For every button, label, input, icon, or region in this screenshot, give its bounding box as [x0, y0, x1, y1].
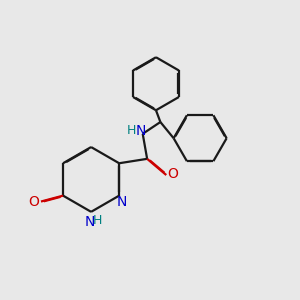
Text: H: H: [127, 124, 136, 137]
Text: O: O: [167, 167, 178, 181]
Text: N: N: [85, 215, 95, 229]
Text: N: N: [136, 124, 146, 138]
Text: O: O: [28, 194, 39, 208]
Text: H: H: [93, 214, 103, 227]
Text: N: N: [117, 195, 127, 209]
